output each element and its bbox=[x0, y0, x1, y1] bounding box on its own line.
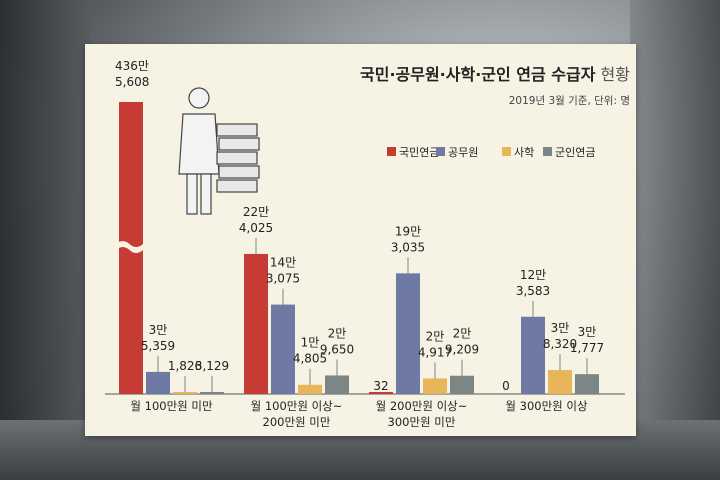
data-label-2-2-0: 2만 bbox=[426, 329, 445, 343]
pension-recipients-chart: 국민·공무원·사학·군인 연금 수급자 현황 2019년 3월 기준, 단위: 명… bbox=[105, 59, 630, 429]
data-label-0-0-1: 5,608 bbox=[115, 75, 149, 89]
bar-2-0[interactable] bbox=[173, 392, 197, 394]
bar-1-0[interactable] bbox=[146, 371, 170, 394]
data-label-1-0-1: 5,359 bbox=[141, 339, 175, 353]
data-label-2-1-0: 1만 bbox=[301, 336, 320, 350]
legend-swatch-1 bbox=[436, 147, 445, 156]
data-label-1-2-1: 3,035 bbox=[391, 240, 425, 254]
legend-swatch-0 bbox=[387, 147, 396, 156]
bar-2-1[interactable] bbox=[298, 384, 322, 394]
chart-title: 국민·공무원·사학·군인 연금 수급자 현황 bbox=[360, 65, 630, 84]
legend-label-2: 사학 bbox=[514, 146, 534, 159]
data-label-3-2-0: 2만 bbox=[453, 327, 472, 341]
legend-label-3: 군인연금 bbox=[555, 146, 595, 159]
data-label-2-1-1: 4,805 bbox=[293, 352, 327, 366]
category-label-3-0: 월 300만원 이상 bbox=[505, 399, 588, 413]
bar-3-3[interactable] bbox=[575, 374, 599, 394]
data-label-0-1-0: 22만 bbox=[243, 205, 269, 219]
bar-2-3[interactable] bbox=[548, 370, 572, 394]
bar-2-2[interactable] bbox=[423, 378, 447, 394]
data-label-2-2-1: 4,917 bbox=[418, 345, 452, 359]
legend-label-0: 국민연금 bbox=[399, 146, 439, 159]
category-label-1-0: 월 100만원 이상~ bbox=[251, 399, 343, 413]
data-label-3-1-1: 9,650 bbox=[320, 342, 354, 356]
data-label-3-3-1: 1,777 bbox=[570, 341, 604, 355]
data-label-2-3-1: 8,320 bbox=[543, 337, 577, 351]
bar-0-1[interactable] bbox=[244, 253, 268, 394]
data-label-0-1-1: 4,025 bbox=[239, 221, 273, 235]
category-label-2-1: 300만원 미만 bbox=[388, 415, 456, 429]
data-label-0-3-0: 0 bbox=[502, 379, 510, 393]
chart-subtitle: 2019년 3월 기준, 단위: 명 bbox=[509, 94, 630, 107]
category-label-2-0: 월 200만원 이상~ bbox=[376, 399, 468, 413]
person-money-illustration bbox=[178, 87, 260, 215]
category-label-1-1: 200만원 미만 bbox=[263, 415, 331, 429]
data-label-3-2-1: 9,209 bbox=[445, 343, 479, 357]
data-label-0-0-0: 436만 bbox=[115, 59, 149, 73]
bar-1-1[interactable] bbox=[271, 304, 295, 394]
data-label-0-2-0: 32 bbox=[373, 379, 388, 393]
chart-card: 국민·공무원·사학·군인 연금 수급자 현황 2019년 3월 기준, 단위: 명… bbox=[85, 44, 636, 436]
data-label-1-2-0: 19만 bbox=[395, 224, 421, 238]
data-label-3-0-0: 3,129 bbox=[195, 359, 229, 373]
bar-0-2[interactable] bbox=[369, 392, 393, 394]
data-label-3-1-0: 2만 bbox=[328, 326, 347, 340]
bar-1-2[interactable] bbox=[396, 273, 420, 394]
bar-3-0[interactable] bbox=[200, 392, 224, 394]
data-label-1-1-0: 14만 bbox=[270, 256, 296, 270]
data-label-3-3-0: 3만 bbox=[578, 325, 597, 339]
data-label-2-0-0: 1,826 bbox=[168, 359, 202, 373]
chart-title-tail: 현황 bbox=[595, 65, 630, 84]
legend-swatch-3 bbox=[543, 147, 552, 156]
data-label-1-0-0: 3만 bbox=[149, 323, 168, 337]
bar-3-2[interactable] bbox=[450, 375, 474, 394]
data-label-1-3-0: 12만 bbox=[520, 268, 546, 282]
bar-1-3[interactable] bbox=[521, 316, 545, 394]
category-label-0-0: 월 100만원 미만 bbox=[130, 399, 213, 413]
data-label-1-1-1: 3,075 bbox=[266, 272, 300, 286]
bar-3-1[interactable] bbox=[325, 375, 349, 394]
legend-swatch-2 bbox=[502, 147, 511, 156]
data-label-2-3-0: 3만 bbox=[551, 321, 570, 335]
axis-break-0 bbox=[116, 241, 143, 253]
data-label-1-3-1: 3,583 bbox=[516, 284, 550, 298]
legend-label-1: 공무원 bbox=[448, 146, 478, 159]
